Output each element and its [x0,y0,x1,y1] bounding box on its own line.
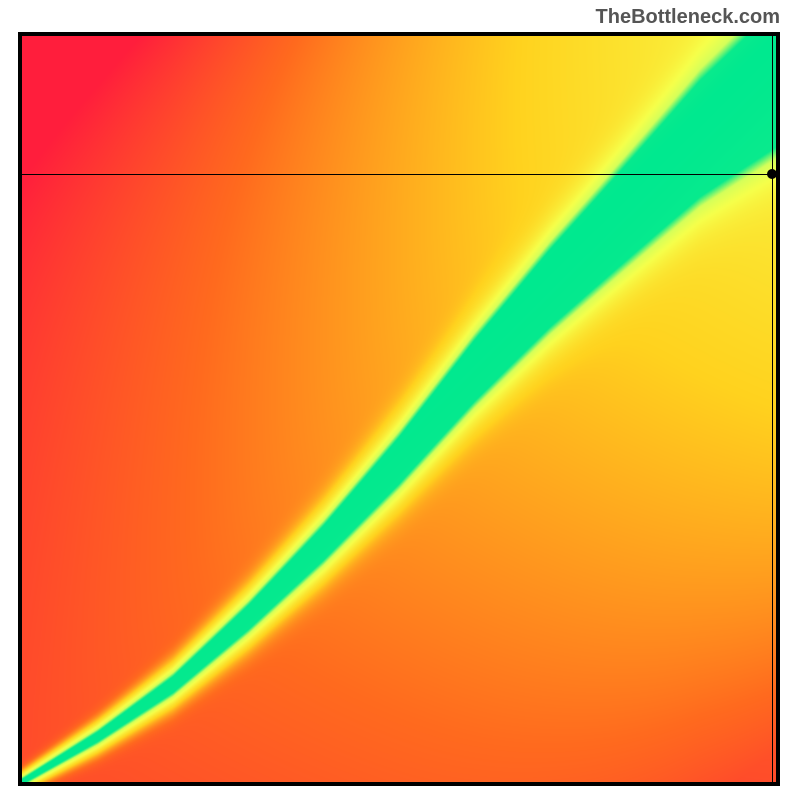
heatmap-canvas [22,36,776,782]
chart-container: TheBottleneck.com [0,0,800,800]
watermark-text: TheBottleneck.com [596,6,780,29]
plot-area [18,32,780,786]
